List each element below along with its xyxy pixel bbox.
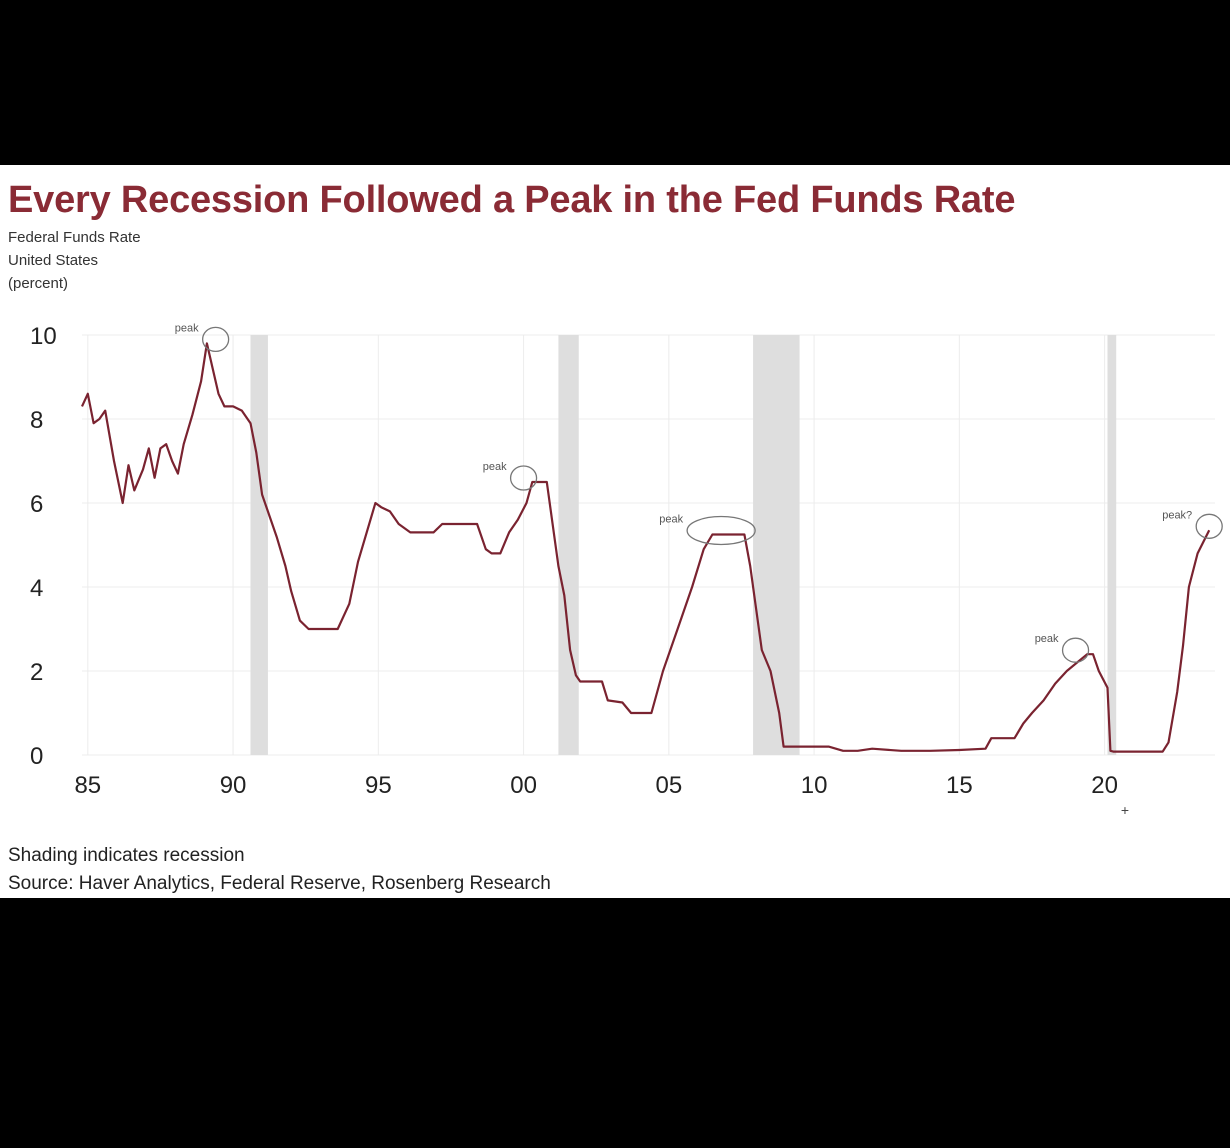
x-tick-label: 95 (365, 772, 392, 799)
peak-label: peak (175, 322, 199, 334)
y-tick-label: 10 (30, 323, 57, 350)
recession-band (250, 335, 268, 755)
x-tick-label: 05 (655, 772, 682, 799)
recession-band (1107, 335, 1117, 755)
peak-label: peak (1035, 633, 1059, 645)
peak-label: peak (483, 461, 507, 473)
recession-band (753, 335, 800, 755)
subtitle-series: Federal Funds Rate (8, 229, 141, 246)
x-tick-label: 90 (220, 772, 247, 799)
y-tick-label: 6 (30, 491, 43, 518)
line-chart: 0 2 4 6 8 10 85 90 95 00 05 10 15 20+ peak peak peak peak… (30, 322, 1223, 818)
x-tick-label: 15 (946, 772, 973, 799)
chart-title: Every Recession Followed a Peak in the F… (8, 179, 1016, 221)
source-note: Source: Haver Analytics, Federal Reserve… (8, 873, 551, 894)
peak-circle (1061, 637, 1090, 663)
y-tick-label: 4 (30, 575, 43, 602)
chart-panel: Every Recession Followed a Peak in the F… (0, 165, 1230, 898)
subtitle-country: United States (8, 252, 99, 269)
subtitle-unit: (percent) (8, 275, 69, 292)
peak-circle (509, 465, 538, 491)
recession-band (558, 335, 579, 755)
recession-note: Shading indicates recession (8, 845, 245, 866)
peak-circle (201, 326, 230, 353)
x-tick-label: 10 (801, 772, 828, 799)
y-tick-label: 2 (30, 659, 43, 686)
y-tick-label: 0 (30, 743, 43, 770)
y-tick-label: 8 (30, 407, 43, 434)
x-tick-label: 20 (1091, 772, 1118, 799)
peak-circle (1195, 513, 1223, 539)
x-tick-label: 00 (510, 772, 537, 799)
axis-plus-marker: + (1121, 802, 1129, 818)
x-tick-label: 85 (74, 772, 101, 799)
peak-label: peak? (1162, 509, 1192, 521)
peak-circle (686, 515, 756, 546)
peak-label: peak (659, 514, 683, 526)
